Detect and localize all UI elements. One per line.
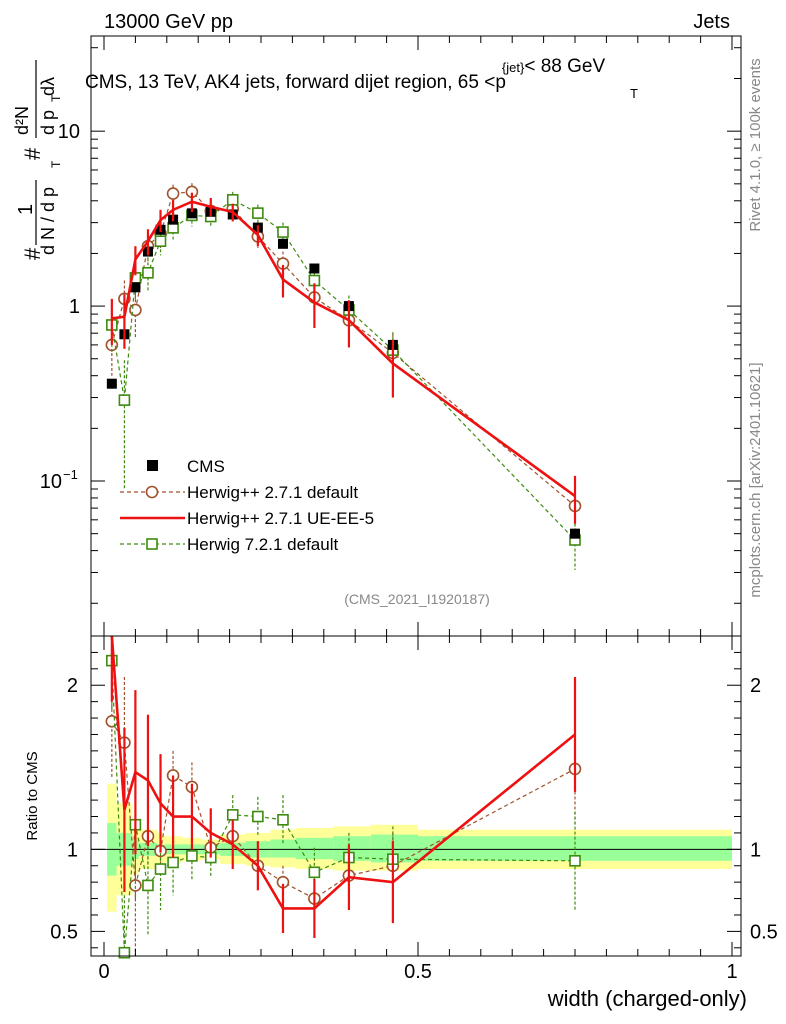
ratio-band-stat (270, 839, 296, 858)
cms-data-point (309, 263, 320, 274)
ratio-marker (118, 946, 131, 959)
ratio-marker (167, 856, 179, 869)
ylabel-frac2-sub: T (49, 94, 63, 102)
chart-title-p: p (495, 72, 506, 93)
ylabel-hash-1: # (20, 247, 45, 260)
series-marker (252, 207, 264, 219)
ylabel-frac1-sub: T (49, 160, 63, 168)
y-tick-label-exponent: −1 (63, 467, 78, 482)
chart-title-post: < 88 GeV (524, 56, 605, 77)
ratio-marker (105, 715, 119, 728)
y-tick-label: 10 (58, 121, 80, 143)
cms-data-point (277, 238, 288, 249)
x-tick-label: 0.5 (404, 961, 432, 983)
header-jets-label: Jets (693, 11, 730, 33)
ratio-line (111, 660, 576, 953)
cms-data-point (106, 378, 117, 389)
ylabel-frac2-den: d p (38, 110, 58, 135)
analysis-id-label: (CMS_2021_I1920187) (344, 591, 490, 607)
x-tick-label: 0 (98, 961, 109, 983)
series-marker (154, 235, 167, 247)
ylabel-frac2-num: d²N (12, 106, 32, 135)
header-energy-label: 13000 GeV pp (104, 11, 233, 33)
y-tick-label: 1 (67, 839, 78, 861)
ylabel-frac1-den: d N / d p (38, 187, 58, 255)
legend-marker (145, 485, 159, 499)
ratio-marker (142, 879, 154, 892)
series-line (111, 200, 576, 498)
x-tick-label: 1 (726, 961, 737, 983)
y-tick-label: 2 (67, 675, 78, 697)
x-axis-label: width (charged-only) (547, 986, 747, 1011)
ratio-marker (277, 813, 289, 826)
mcplots-source-label: mcplots.cern.ch [arXiv:2401.10621] (747, 362, 764, 597)
y-tick-label-right: 0.5 (750, 921, 778, 943)
legend-label: CMS (187, 457, 225, 476)
rivet-version-label: Rivet 4.1.0, ≥ 100k events (747, 58, 764, 231)
series-marker (129, 303, 142, 317)
legend-label: Herwig++ 2.7.1 default (187, 483, 358, 502)
ratio-marker (186, 850, 198, 862)
cms-data-point (186, 208, 197, 219)
ratio-panel-frame (90, 635, 742, 957)
ratio-marker (252, 810, 264, 823)
chart-title-sup: {jet} (502, 60, 525, 75)
y-tick-label: 0.5 (50, 921, 78, 943)
ratio-marker (154, 863, 167, 875)
ratio-panel: 0.5 0.5 1 1 2 2 (50, 635, 778, 959)
series-marker (118, 394, 131, 406)
series-marker (226, 194, 239, 206)
legend-label: Herwig 7.2.1 default (187, 535, 338, 554)
legend: CMS Herwig++ 2.7.1 default Herwig++ 2.7.1 … (120, 457, 374, 554)
chart-title-prefix: CMS, 13 TeV, AK4 jets, forward dijet reg… (85, 72, 495, 93)
y-tick-label-right: 2 (750, 675, 761, 697)
y-tick-label: 1 (69, 296, 80, 318)
chart-title-sub: T (630, 86, 638, 101)
y-axis-label-top: # 1 d N / d p T # d²N d p T dλ (12, 60, 63, 260)
series-line (111, 191, 576, 507)
series-marker (277, 226, 289, 238)
legend-marker (146, 538, 158, 550)
ratio-marker (569, 855, 581, 867)
ratio-marker (308, 866, 321, 879)
series-marker (166, 187, 180, 200)
y-axis-label-ratio: Ratio to CMS (24, 751, 41, 840)
cms-data-point (570, 528, 580, 539)
series-marker (142, 266, 154, 279)
ratio-marker (226, 809, 239, 821)
y-tick-label-right: 1 (750, 839, 761, 861)
y-tick-label: 10 (40, 471, 62, 493)
ylabel-frac2-end: dλ (38, 77, 58, 96)
ylabel-frac1-num: 1 (15, 204, 37, 215)
legend-marker-cms (147, 460, 158, 471)
legend-label: Herwig++ 2.7.1 UE-EE-5 (187, 509, 374, 528)
ratio-line (111, 721, 576, 900)
ylabel-hash-2: # (20, 147, 45, 160)
chart-title: CMS, 13 TeV, AK4 jets, forward dijet reg… (85, 56, 605, 93)
cms-data-point (130, 282, 141, 293)
